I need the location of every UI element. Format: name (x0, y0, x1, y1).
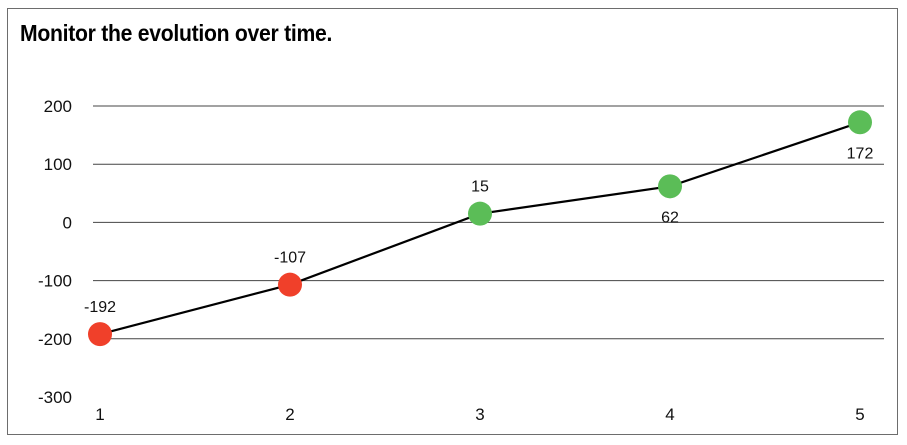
data-label-5: 172 (847, 145, 874, 162)
data-point-5 (848, 110, 872, 135)
x-tick-label-2: 2 (285, 405, 294, 424)
y-tick-label-200: 200 (44, 97, 72, 116)
y-tick-label--300: -300 (38, 388, 72, 407)
x-tick-label-1: 1 (95, 405, 104, 424)
data-point-2 (278, 272, 302, 297)
data-point-3 (468, 201, 492, 226)
chart-frame (7, 8, 898, 435)
data-label-3: 15 (471, 179, 489, 196)
chart-title: Monitor the evolution over time. (20, 20, 333, 46)
y-tick-label--100: -100 (38, 272, 72, 291)
series-line (99, 121, 861, 336)
y-tick-label-100: 100 (44, 155, 72, 174)
data-point-4 (658, 174, 682, 199)
x-tick-label-4: 4 (665, 405, 674, 424)
data-label-2: -107 (274, 250, 306, 267)
data-point-1 (88, 322, 112, 347)
y-tick-label-0: 0 (63, 213, 72, 232)
data-label-1: -192 (84, 299, 116, 316)
x-tick-label-5: 5 (855, 405, 864, 424)
x-tick-label-3: 3 (475, 405, 484, 424)
data-label-4: 62 (661, 209, 679, 226)
y-tick-label--200: -200 (38, 330, 72, 349)
